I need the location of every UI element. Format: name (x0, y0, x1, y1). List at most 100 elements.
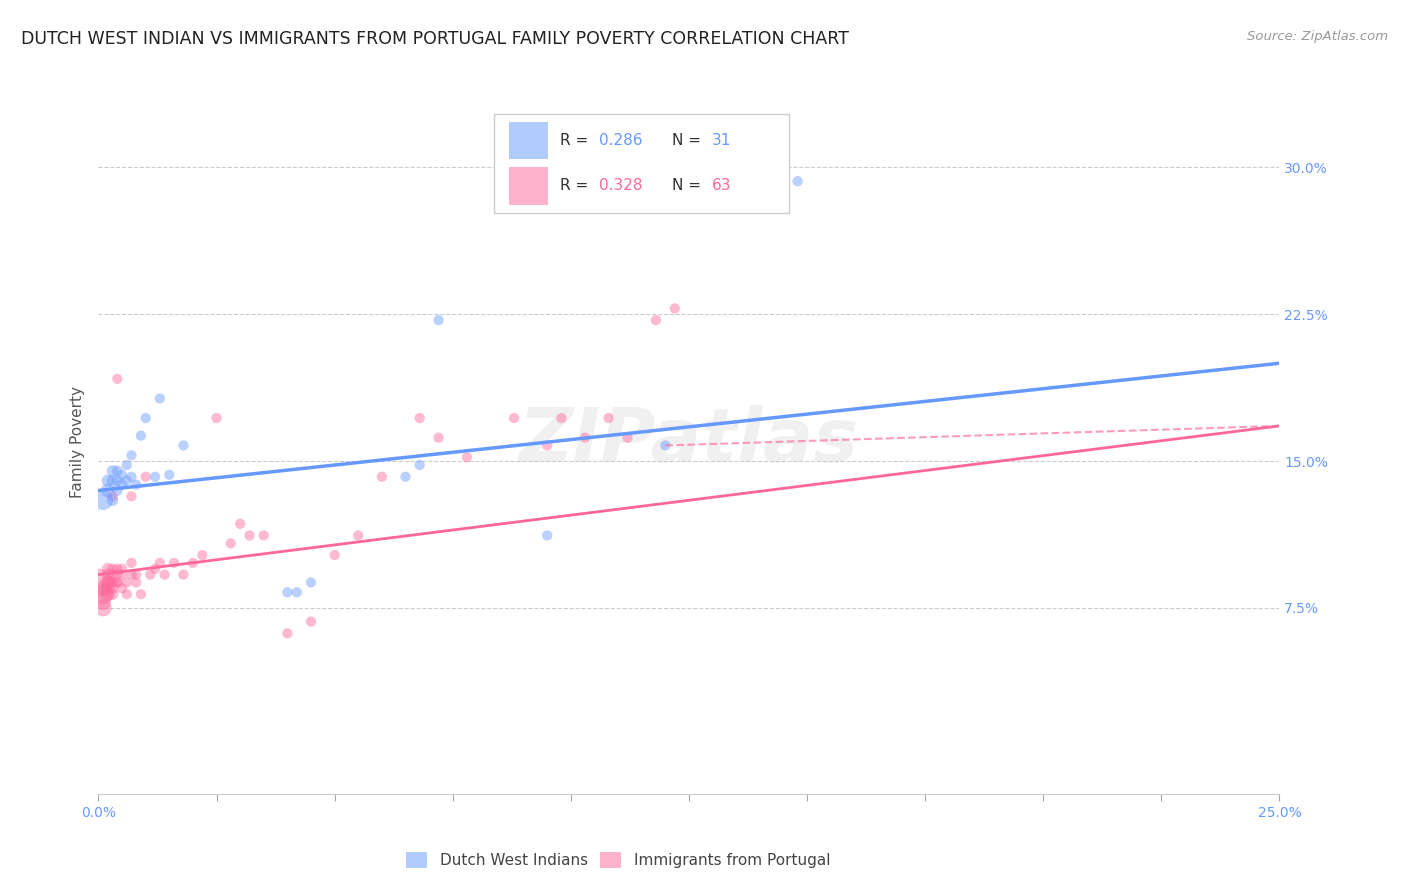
Point (644, 313, 666, 327)
Point (101, 575, 124, 590)
Y-axis label: Family Poverty: Family Poverty (69, 385, 84, 498)
Point (143, 469, 166, 483)
Text: N =: N = (672, 133, 706, 148)
Point (121, 469, 143, 483)
Text: ZIPatlas: ZIPatlas (519, 405, 859, 478)
Legend: Dutch West Indians, Immigrants from Portugal: Dutch West Indians, Immigrants from Port… (399, 847, 837, 874)
Point (536, 438, 558, 452)
Point (129, 428, 152, 442)
Point (139, 567, 162, 582)
Point (786, 174, 808, 188)
Point (181, 556, 204, 570)
Point (347, 528, 370, 542)
Point (97, 483, 120, 498)
Point (129, 587, 152, 601)
FancyBboxPatch shape (494, 114, 789, 212)
Point (219, 536, 242, 550)
Point (239, 528, 262, 542)
Text: 0.328: 0.328 (599, 178, 643, 194)
Point (394, 469, 416, 483)
Point (115, 474, 138, 488)
Point (408, 458, 430, 472)
Point (574, 431, 596, 445)
Point (205, 411, 228, 425)
Point (101, 489, 124, 503)
Point (97, 562, 120, 576)
Point (91, 582, 114, 596)
Point (125, 477, 148, 491)
Point (115, 575, 138, 590)
Point (97, 567, 120, 582)
Point (97, 575, 120, 590)
Point (111, 467, 134, 482)
Point (97, 582, 120, 596)
Point (101, 567, 124, 582)
Point (276, 626, 298, 640)
Point (598, 411, 620, 425)
Point (91, 587, 114, 601)
Point (149, 392, 172, 406)
Point (285, 585, 308, 599)
Point (550, 411, 572, 425)
Point (97, 474, 120, 488)
Point (149, 556, 172, 570)
Text: N =: N = (672, 178, 706, 194)
Bar (509, 121, 548, 160)
Text: DUTCH WEST INDIAN VS IMMIGRANTS FROM PORTUGAL FAMILY POVERTY CORRELATION CHART: DUTCH WEST INDIAN VS IMMIGRANTS FROM POR… (21, 30, 849, 48)
Point (135, 469, 157, 483)
Point (105, 575, 128, 590)
Point (91, 595, 114, 609)
Text: Source: ZipAtlas.com: Source: ZipAtlas.com (1247, 30, 1388, 44)
Point (427, 313, 450, 327)
Point (135, 411, 157, 425)
Text: 63: 63 (711, 178, 731, 194)
Point (299, 615, 322, 629)
Point (157, 467, 180, 482)
Point (121, 489, 143, 503)
Point (91, 601, 114, 615)
Point (172, 438, 194, 452)
Point (111, 567, 134, 582)
Point (111, 562, 134, 576)
Point (163, 556, 186, 570)
Point (456, 450, 478, 465)
Point (101, 562, 124, 576)
Point (253, 528, 276, 542)
Point (105, 483, 128, 498)
Point (97, 575, 120, 590)
Point (503, 411, 526, 425)
Point (121, 448, 143, 462)
Point (101, 582, 124, 596)
Point (105, 562, 128, 576)
Point (664, 301, 686, 316)
Bar (509, 167, 548, 204)
Point (408, 411, 430, 425)
Point (536, 528, 558, 542)
Point (105, 474, 128, 488)
Text: 0.286: 0.286 (599, 133, 643, 148)
Point (276, 585, 298, 599)
Point (101, 587, 124, 601)
Point (191, 548, 214, 562)
Text: 31: 31 (711, 133, 731, 148)
Point (371, 469, 394, 483)
Point (427, 431, 450, 445)
Point (654, 438, 676, 452)
Point (153, 567, 176, 582)
Point (111, 477, 134, 491)
Point (105, 567, 128, 582)
Point (299, 575, 322, 590)
Point (111, 582, 134, 596)
Point (121, 567, 143, 582)
Point (143, 562, 166, 576)
Point (101, 493, 124, 508)
Point (105, 575, 128, 590)
Point (105, 372, 128, 386)
Point (101, 464, 124, 478)
Point (172, 567, 194, 582)
Point (105, 464, 128, 478)
Point (87, 575, 110, 590)
Point (616, 431, 638, 445)
Point (125, 575, 148, 590)
Point (121, 556, 143, 570)
